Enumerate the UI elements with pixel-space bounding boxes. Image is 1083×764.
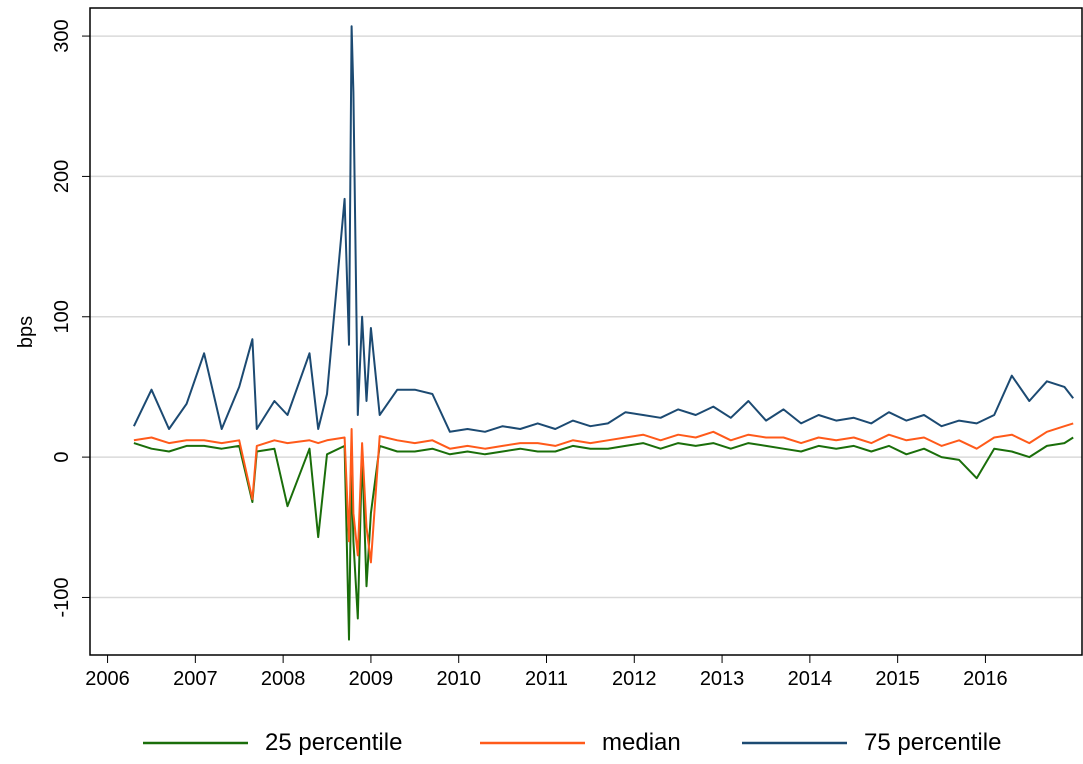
x-tick-label: 2007	[173, 668, 218, 690]
x-tick-label: 2012	[612, 668, 657, 690]
y-tick-label: 200	[51, 160, 73, 193]
x-tick-label: 2015	[875, 668, 920, 690]
series-line	[133, 422, 1074, 564]
x-tick-label: 2016	[963, 668, 1008, 690]
series-line	[133, 436, 1074, 641]
legend-label: median	[602, 729, 681, 756]
x-tick-label: 2014	[788, 668, 833, 690]
y-tick-label: -100	[51, 577, 73, 617]
x-tick-label: 2013	[700, 668, 745, 690]
plot-frame	[89, 7, 1083, 656]
x-tick-label: 2011	[525, 668, 568, 690]
legend-label: 25 percentile	[265, 729, 402, 756]
y-tick-label: 0	[51, 452, 73, 463]
x-tick-label: 2006	[85, 668, 130, 690]
y-axis-label: bps	[15, 316, 37, 348]
x-tick-label: 2009	[349, 668, 394, 690]
y-tick-label: 100	[51, 300, 73, 333]
series-line	[132, 25, 1074, 433]
x-tick-label: 2008	[261, 668, 306, 690]
x-tick-label: 2010	[436, 668, 481, 690]
y-tick-label: 300	[51, 19, 73, 52]
legend-label: 75 percentile	[864, 729, 1001, 756]
